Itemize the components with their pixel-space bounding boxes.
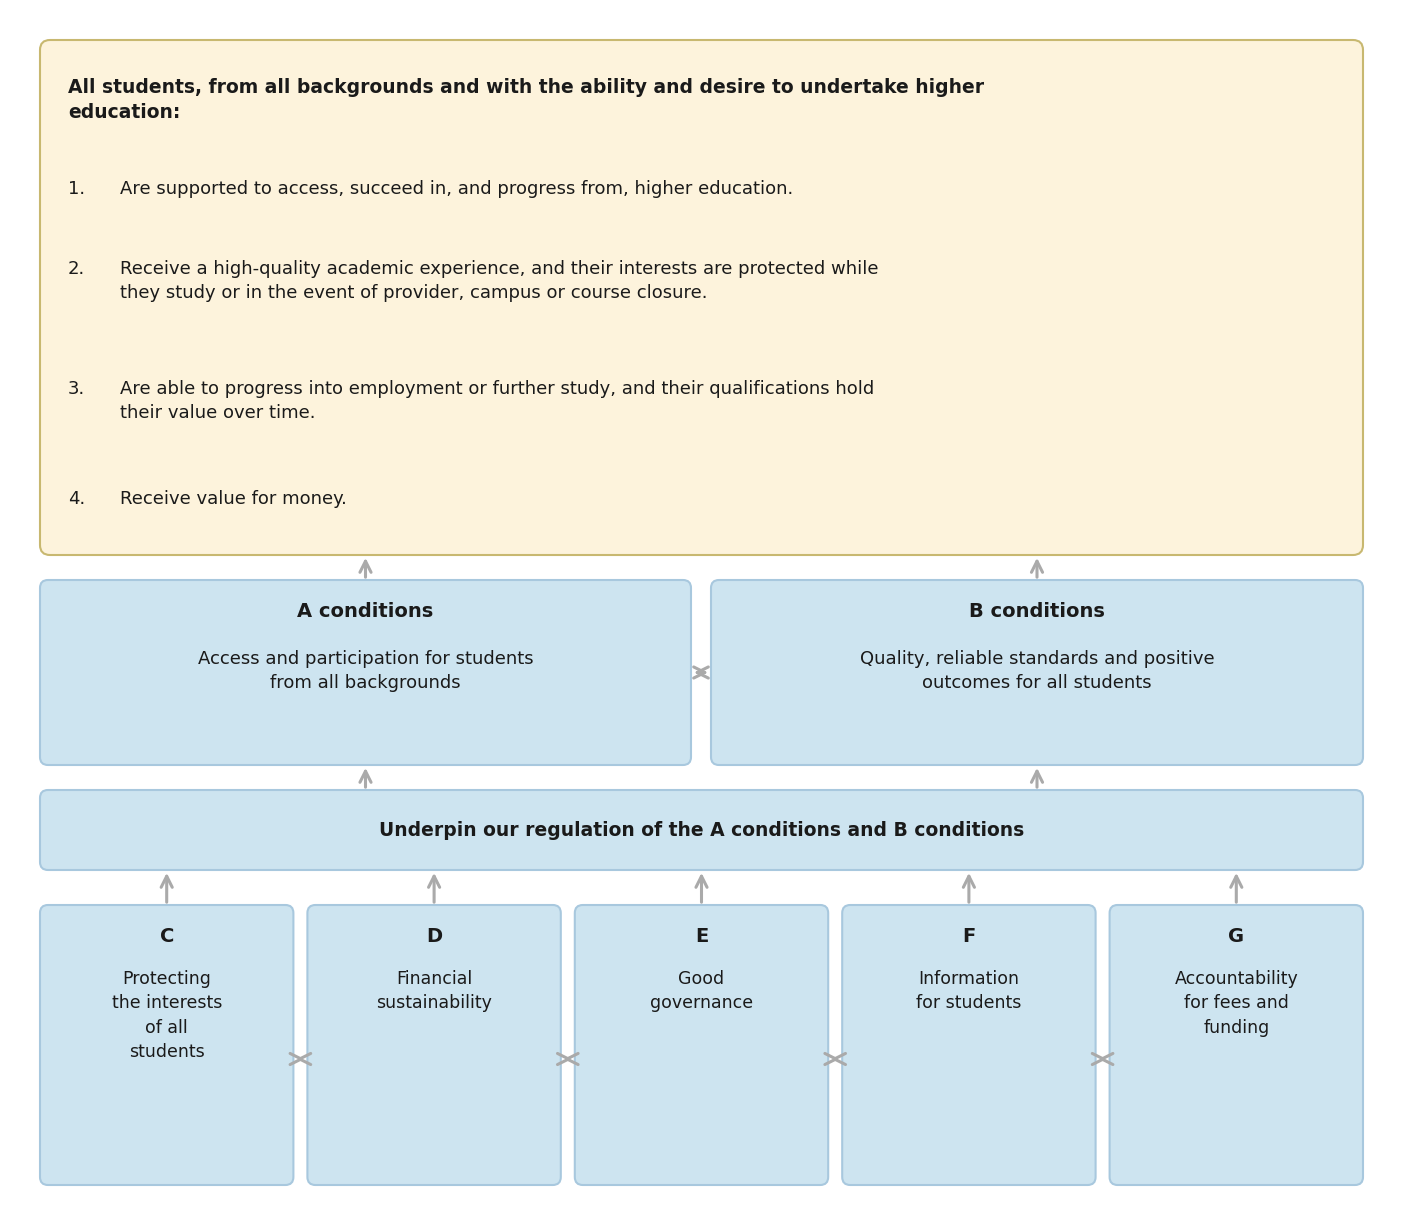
Text: Information
for students: Information for students (916, 970, 1021, 1012)
Text: E: E (694, 927, 709, 946)
Text: F: F (962, 927, 975, 946)
Text: Good
governance: Good governance (650, 970, 753, 1012)
FancyBboxPatch shape (711, 579, 1362, 764)
Text: A conditions: A conditions (297, 601, 434, 621)
Text: Are supported to access, succeed in, and progress from, higher education.: Are supported to access, succeed in, and… (121, 180, 793, 198)
FancyBboxPatch shape (575, 905, 828, 1185)
FancyBboxPatch shape (41, 790, 1362, 870)
Text: Are able to progress into employment or further study, and their qualifications : Are able to progress into employment or … (121, 380, 874, 421)
Text: All students, from all backgrounds and with the ability and desire to undertake : All students, from all backgrounds and w… (67, 78, 984, 123)
Text: D: D (427, 927, 442, 946)
FancyBboxPatch shape (41, 579, 692, 764)
Text: B conditions: B conditions (969, 601, 1106, 621)
FancyBboxPatch shape (1110, 905, 1362, 1185)
Text: 1.: 1. (67, 180, 86, 198)
FancyBboxPatch shape (307, 905, 561, 1185)
Text: C: C (160, 927, 174, 946)
Text: 4.: 4. (67, 490, 86, 508)
Text: 2.: 2. (67, 260, 86, 278)
FancyBboxPatch shape (41, 905, 293, 1185)
Text: G: G (1228, 927, 1244, 946)
Text: Underpin our regulation of the A conditions and B conditions: Underpin our regulation of the A conditi… (379, 821, 1024, 839)
Text: Financial
sustainability: Financial sustainability (376, 970, 492, 1012)
Text: Access and participation for students
from all backgrounds: Access and participation for students fr… (198, 650, 533, 692)
Text: Accountability
for fees and
funding: Accountability for fees and funding (1174, 970, 1298, 1036)
FancyBboxPatch shape (41, 40, 1362, 555)
Text: Receive a high-quality academic experience, and their interests are protected wh: Receive a high-quality academic experien… (121, 260, 878, 301)
Text: Receive value for money.: Receive value for money. (121, 490, 347, 508)
Text: Quality, reliable standards and positive
outcomes for all students: Quality, reliable standards and positive… (860, 650, 1215, 692)
Text: 3.: 3. (67, 380, 86, 398)
Text: Protecting
the interests
of all
students: Protecting the interests of all students (111, 970, 222, 1061)
FancyBboxPatch shape (842, 905, 1096, 1185)
